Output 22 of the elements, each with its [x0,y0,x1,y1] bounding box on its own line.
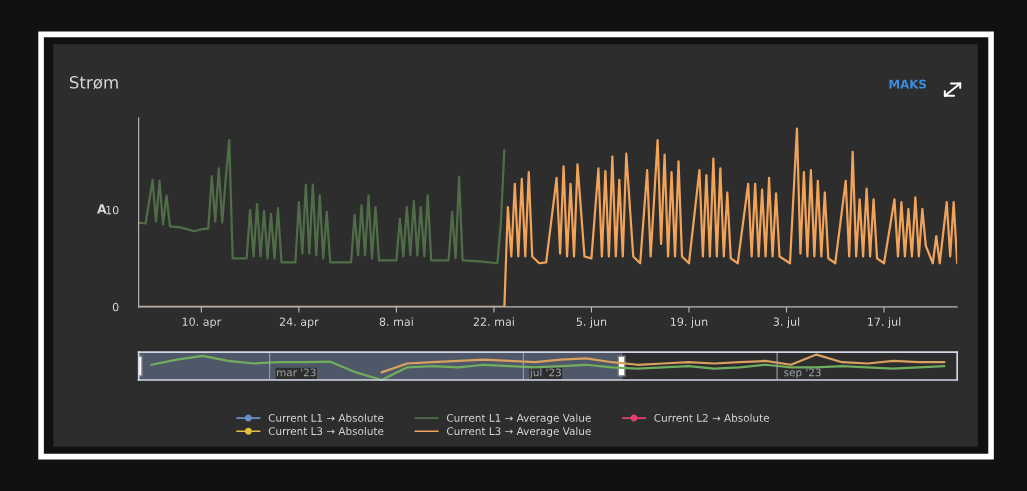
x-tick-label: 3. jul [773,317,800,329]
x-tick-label: 8. mai [379,317,413,326]
x-tick-label: 5. jun [576,317,607,329]
legend-label: Current L1 → Absolute [268,413,384,422]
x-tick-label: 10. apr [182,317,222,329]
x-tick-label: 24. apr [279,317,319,329]
x-tick-label: 22. mai [473,317,514,326]
annotation: mar '23 [277,368,316,377]
annotation: sep '23 [784,368,821,379]
line-series [138,139,506,265]
y-tick-label: 0 [112,302,119,312]
legend-label: Current L2 → Absolute [654,413,769,422]
y-axis-title: A [97,204,107,214]
text: MAKS [889,79,927,89]
annotation: jul '23 [529,368,561,379]
x-tick-label: 17. jul [868,317,901,329]
y-tick-label: 10 [106,205,119,215]
chart-title: Strøm [69,76,118,90]
legend-label: Current L3 → Absolute [268,426,384,436]
x-tick-label: 19. jun [671,317,708,329]
legend-label: Current L1 → Average Value [446,413,591,424]
legend-label: Current L3 → Average Value [446,426,591,438]
